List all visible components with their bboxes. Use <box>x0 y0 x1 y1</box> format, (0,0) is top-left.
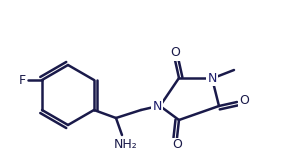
Text: N: N <box>152 100 162 112</box>
Text: F: F <box>18 73 26 86</box>
Text: O: O <box>170 46 180 60</box>
Text: O: O <box>172 139 182 152</box>
Text: O: O <box>239 94 249 106</box>
Text: NH₂: NH₂ <box>114 139 138 152</box>
Text: N: N <box>207 72 217 85</box>
